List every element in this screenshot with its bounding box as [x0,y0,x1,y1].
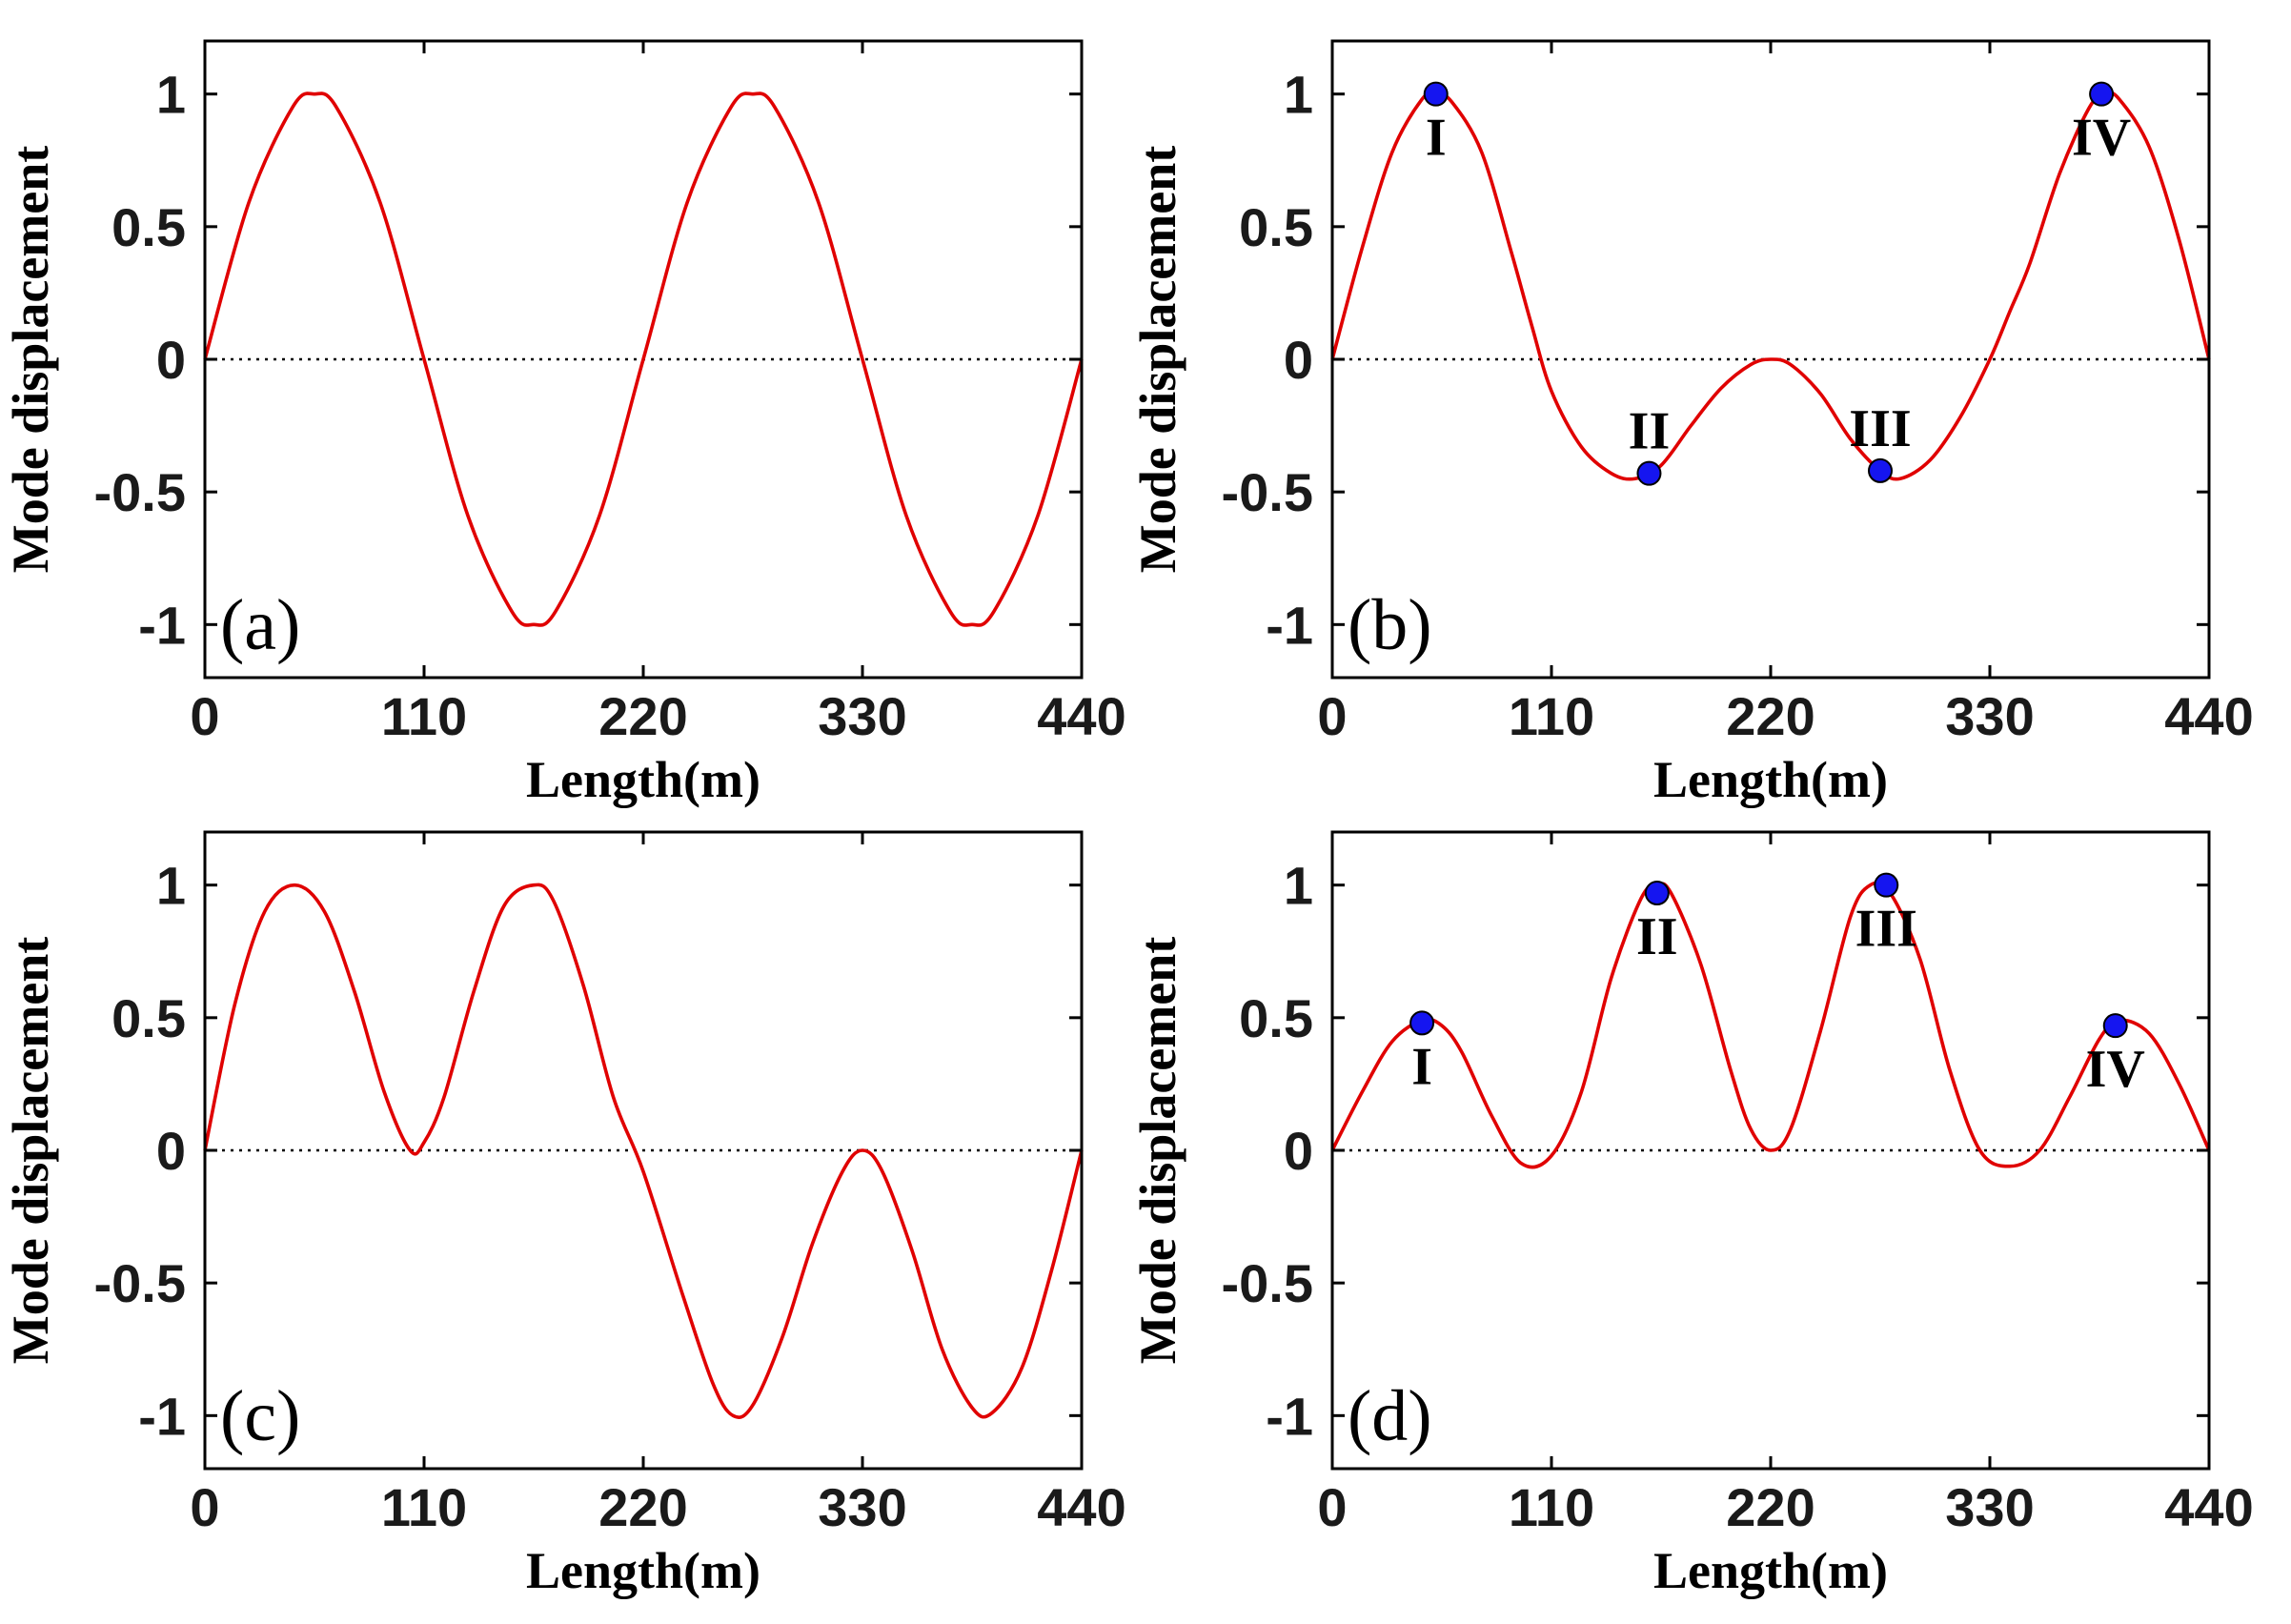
y-axis-label: Mode displacement [2,146,59,573]
data-point-label: II [1636,907,1678,966]
panel-label: (b) [1348,585,1432,665]
data-point-label: II [1629,402,1671,461]
x-tick-label: 440 [2164,1477,2253,1537]
data-point-marker [1874,872,1899,898]
y-axis-label: Mode displacement [1129,146,1186,573]
y-axis-label: Mode displacement [2,937,59,1364]
series-line [1330,881,2211,1169]
x-tick-label: 220 [1726,686,1815,746]
x-tick-label: 440 [1037,686,1125,746]
data-point-label: I [1411,1037,1432,1096]
data-point-marker [1868,457,1893,483]
series-line [203,883,1084,1419]
x-tick-label: 110 [381,686,467,746]
y-tick-label: -0.5 [1222,1253,1314,1313]
data-point-marker [1423,81,1449,107]
x-tick-label: 0 [1317,1477,1347,1537]
x-axis-label: Length(m) [526,1542,760,1599]
y-tick-label: 0 [1284,330,1313,390]
chart-panel: 0 110 220 330 440 1 0.5 0 -0.5 -1 Length(m) Mode di… [1129,39,2254,808]
y-tick-label: 0 [156,1121,186,1181]
y-tick-label: 0 [1284,1121,1313,1181]
data-point-marker [2102,1013,2128,1039]
x-axis-label: Length(m) [1653,1542,1888,1599]
data-point-marker [1644,881,1670,906]
y-tick-label: 0 [156,330,186,390]
x-tick-label: 330 [818,686,906,746]
chart-panel: 0 110 220 330 440 1 0.5 0 -0.5 -1 Length(m) Mode di… [2,39,1126,808]
chart-panel: 0 110 220 330 440 1 0.5 0 -0.5 -1 Length(m) Mode di… [2,830,1126,1599]
series-line [1330,91,2211,481]
y-tick-label: 1 [156,65,186,125]
data-point-label: III [1855,900,1917,959]
y-tick-label: 0.5 [112,197,186,257]
y-tick-label: -0.5 [94,462,187,522]
x-tick-label: 330 [1945,686,2034,746]
data-point-marker [1636,460,1662,486]
x-tick-label: 330 [818,1477,906,1537]
data-point-label: IV [2072,109,2131,168]
y-tick-label: -1 [1266,1386,1313,1446]
y-tick-label: 1 [1284,856,1313,916]
y-tick-label: 1 [1284,65,1313,125]
x-tick-label: 220 [598,1477,687,1537]
y-tick-label: 0.5 [112,988,186,1048]
data-point-label: III [1849,399,1911,458]
panel-label: (c) [220,1376,300,1456]
y-tick-label: -0.5 [94,1253,187,1313]
y-tick-label: 0.5 [1239,988,1313,1048]
x-tick-label: 220 [1726,1477,1815,1537]
y-tick-label: -1 [138,595,186,655]
x-axis-label: Length(m) [1653,751,1888,808]
x-tick-label: 110 [381,1477,467,1537]
data-point-marker [2089,81,2115,107]
x-tick-label: 0 [1317,686,1347,746]
panel-label: (a) [220,585,300,665]
x-tick-label: 0 [190,686,219,746]
x-tick-label: 110 [1509,1477,1594,1537]
x-tick-label: 0 [190,1477,219,1537]
y-tick-label: -1 [138,1386,186,1446]
series-line [203,91,1084,627]
chart-panel: 0 110 220 330 440 1 0.5 0 -0.5 -1 Length(m) Mode di… [1129,830,2254,1599]
x-tick-label: 330 [1945,1477,2034,1537]
x-tick-label: 440 [2164,686,2253,746]
x-tick-label: 440 [1037,1477,1125,1537]
x-tick-label: 220 [598,686,687,746]
x-axis-label: Length(m) [526,751,760,808]
y-axis-label: Mode displacement [1129,937,1186,1364]
y-tick-label: -1 [1266,595,1313,655]
x-tick-label: 110 [1509,686,1594,746]
panel-label: (d) [1348,1376,1432,1456]
y-tick-label: 0.5 [1239,197,1313,257]
data-point-label: I [1426,109,1447,168]
y-tick-label: -0.5 [1222,462,1314,522]
y-tick-label: 1 [156,856,186,916]
data-point-marker [1409,1010,1435,1036]
data-point-label: IV [2086,1040,2145,1099]
